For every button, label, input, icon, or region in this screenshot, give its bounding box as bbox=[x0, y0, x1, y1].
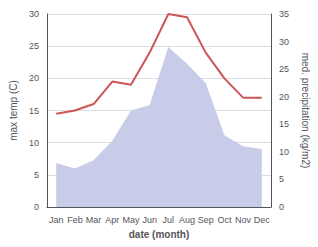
svg-text:20: 20 bbox=[279, 92, 289, 102]
svg-text:15: 15 bbox=[279, 119, 289, 129]
svg-text:max temp (C): max temp (C) bbox=[8, 80, 19, 141]
svg-text:Nov: Nov bbox=[235, 215, 252, 225]
svg-text:Mar: Mar bbox=[86, 215, 102, 225]
svg-text:20: 20 bbox=[29, 73, 39, 83]
svg-text:30: 30 bbox=[279, 37, 289, 47]
svg-text:date (month): date (month) bbox=[129, 229, 190, 240]
svg-text:25: 25 bbox=[279, 64, 289, 74]
svg-text:Aug: Aug bbox=[179, 215, 195, 225]
svg-text:10: 10 bbox=[279, 147, 289, 157]
svg-text:Oct: Oct bbox=[217, 215, 232, 225]
svg-text:0: 0 bbox=[279, 202, 284, 212]
svg-text:5: 5 bbox=[34, 170, 39, 180]
svg-text:Jun: Jun bbox=[142, 215, 157, 225]
svg-text:Feb: Feb bbox=[67, 215, 83, 225]
svg-text:5: 5 bbox=[279, 174, 284, 184]
svg-text:med. precipitation (kg/m2): med. precipitation (kg/m2) bbox=[300, 53, 311, 169]
svg-text:May: May bbox=[122, 215, 140, 225]
svg-text:Jan: Jan bbox=[49, 215, 64, 225]
svg-text:10: 10 bbox=[29, 138, 39, 148]
svg-text:30: 30 bbox=[29, 9, 39, 19]
svg-text:Sep: Sep bbox=[198, 215, 214, 225]
svg-text:35: 35 bbox=[279, 9, 289, 19]
svg-text:Dec: Dec bbox=[254, 215, 271, 225]
svg-text:0: 0 bbox=[34, 202, 39, 212]
svg-text:Jul: Jul bbox=[163, 215, 175, 225]
svg-text:15: 15 bbox=[29, 106, 39, 116]
svg-text:Apr: Apr bbox=[105, 215, 119, 225]
svg-text:25: 25 bbox=[29, 41, 39, 51]
